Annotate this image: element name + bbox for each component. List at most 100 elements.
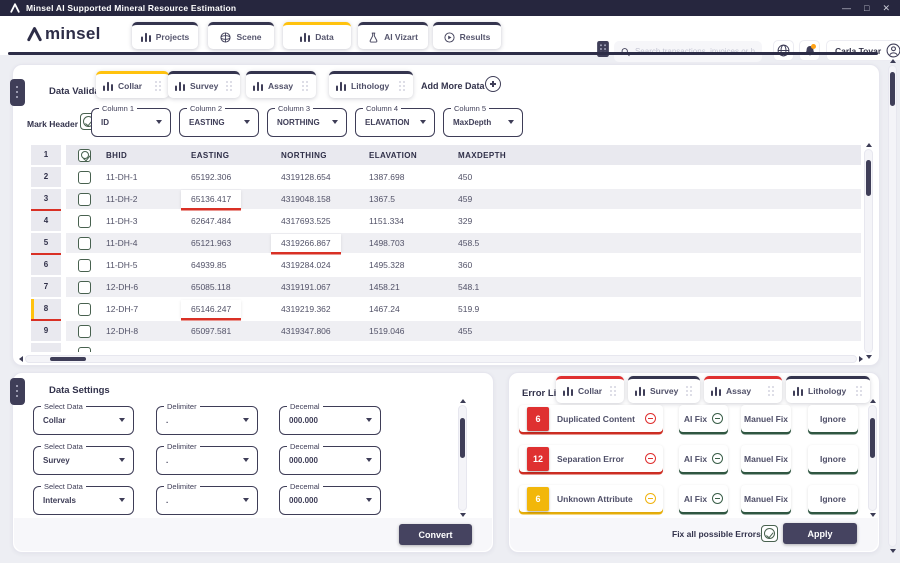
el-tab-collar[interactable]: Collar (556, 376, 624, 403)
scroll-up-icon[interactable] (889, 59, 896, 63)
scrollbar-thumb[interactable] (866, 160, 871, 196)
scroll-up-icon[interactable] (865, 143, 872, 147)
row-number-error: 3 (31, 189, 61, 209)
minimize-button[interactable]: — (842, 3, 852, 13)
delimiter-select-3[interactable]: Delimiter . (156, 482, 258, 515)
dv-tab-collar[interactable]: Collar (96, 71, 169, 98)
scroll-down-icon[interactable] (865, 355, 872, 359)
brand-logo: minsel (26, 24, 101, 44)
select-data-1[interactable]: Select Data Collar (33, 402, 134, 435)
close-button[interactable]: ✕ (882, 3, 890, 13)
dv-tab-survey[interactable]: Survey (168, 71, 240, 98)
tab-projects[interactable]: Projects (132, 22, 198, 49)
bar-chart-icon (253, 81, 263, 91)
row-number: 4 (31, 211, 61, 231)
scroll-down-icon[interactable] (889, 549, 896, 553)
ai-fix-button[interactable]: AI Fix (679, 485, 728, 512)
dv-tab-lithology[interactable]: Lithology (329, 71, 413, 98)
el-tab-label: Survey (650, 386, 679, 396)
dv-tab-label: Collar (118, 81, 143, 91)
select-data-3[interactable]: Select Data Intervals (33, 482, 134, 515)
manual-fix-button[interactable]: Manuel Fix (741, 405, 791, 432)
el-tab-survey[interactable]: Survey (628, 376, 700, 403)
chevron-down-icon (119, 498, 125, 502)
scroll-up-icon[interactable] (459, 399, 466, 403)
search-input[interactable] (634, 47, 755, 56)
row-checkbox[interactable] (78, 280, 91, 294)
apply-button[interactable]: Apply (783, 523, 857, 544)
scroll-left-icon[interactable] (19, 355, 23, 362)
el-tab-lithology[interactable]: Lithology (786, 376, 870, 403)
maximize-button[interactable]: □ (864, 3, 870, 13)
scroll-right-icon[interactable] (859, 355, 863, 362)
select-data-2[interactable]: Select Data Survey (33, 442, 134, 475)
cell-easting: 65192.306 (191, 172, 232, 182)
manual-fix-button[interactable]: Manuel Fix (741, 445, 791, 472)
el-tab-label: Lithology (808, 386, 847, 396)
chevron-down-icon (366, 458, 372, 462)
tab-results[interactable]: Results (433, 22, 501, 49)
tab-scene[interactable]: Scene (208, 22, 274, 49)
column-5-select[interactable]: Column 5 MaxDepth (443, 104, 523, 137)
tab-data[interactable]: Data (283, 22, 351, 49)
decimal-select-2[interactable]: Decemal 000.000 (279, 442, 381, 475)
delimiter-select-1[interactable]: Delimiter . (156, 402, 258, 435)
ignore-button[interactable]: Ignore (808, 485, 858, 512)
scrollbar-thumb[interactable] (890, 72, 895, 106)
button-label: Manuel Fix (744, 493, 788, 504)
row-checkbox[interactable] (78, 346, 91, 352)
notifications-button[interactable] (799, 40, 820, 61)
scrollbar-thumb[interactable] (50, 356, 86, 361)
scrollbar-thumb[interactable] (870, 418, 875, 458)
ignore-button[interactable]: Ignore (808, 405, 858, 432)
dv-tab-assay[interactable]: Assay (246, 71, 316, 98)
button-label: Ignore (820, 413, 846, 424)
bar-chart-icon (175, 81, 185, 91)
decimal-select-3[interactable]: Decemal 000.000 (279, 482, 381, 515)
notification-dot (811, 44, 816, 49)
row-checkbox[interactable] (78, 236, 91, 250)
cell-northing: 4319219.362 (281, 304, 331, 314)
chevron-down-icon (366, 418, 372, 422)
user-menu[interactable]: Carla Tovar (826, 40, 900, 61)
row-checkbox[interactable] (78, 214, 91, 228)
column-4-select[interactable]: Column 4 ELAVATION (355, 104, 435, 137)
delimiter-select-2[interactable]: Delimiter . (156, 442, 258, 475)
drag-grip-icon (610, 385, 617, 397)
panel-title: Data Validation (49, 86, 118, 97)
panel-drag-handle[interactable] (10, 378, 25, 405)
sphere-icon (220, 31, 232, 43)
manual-fix-button[interactable]: Manuel Fix (741, 485, 791, 512)
el-tab-assay[interactable]: Assay (704, 376, 782, 403)
cell-northing-error: 4319266.867 (271, 234, 341, 252)
add-data-button[interactable] (485, 76, 501, 92)
row-checkbox[interactable] (78, 302, 91, 316)
cell-bhid: 11-DH-1 (106, 172, 138, 182)
scrollbar-thumb[interactable] (460, 418, 465, 458)
cell-easting-error: 65146.247 (181, 300, 242, 318)
decimal-select-1[interactable]: Decemal 000.000 (279, 402, 381, 435)
select-legend: Select Data (41, 482, 86, 491)
ai-fix-button[interactable]: AI Fix (679, 445, 728, 472)
scroll-down-icon[interactable] (459, 513, 466, 517)
row-checkbox[interactable] (78, 324, 91, 338)
column-3-select[interactable]: Column 3 NORTHING (267, 104, 347, 137)
error-count-badge: 6 (527, 486, 549, 511)
select-all-checkbox[interactable] (78, 148, 91, 162)
convert-button[interactable]: Convert (399, 524, 472, 545)
table-row: 6 11-DH-5 64939.85 4319284.024 1495.328 … (13, 255, 879, 277)
row-checkbox[interactable] (78, 258, 91, 272)
table-row: 5 11-DH-4 65121.963 4319266.867 1498.703… (13, 233, 879, 255)
scroll-up-icon[interactable] (869, 399, 876, 403)
ignore-button[interactable]: Ignore (808, 445, 858, 472)
row-checkbox[interactable] (78, 192, 91, 206)
fix-all-checkbox[interactable] (761, 525, 778, 542)
column-2-select[interactable]: Column 2 EASTING (179, 104, 259, 137)
row-checkbox[interactable] (78, 170, 91, 184)
column-1-select[interactable]: Column 1 ID (91, 104, 171, 137)
scroll-down-icon[interactable] (869, 513, 876, 517)
ai-fix-button[interactable]: AI Fix (679, 405, 728, 432)
panel-drag-handle[interactable] (10, 79, 25, 106)
language-button[interactable] (773, 40, 794, 61)
tab-ai-vizart[interactable]: AI Vizart (358, 22, 428, 49)
